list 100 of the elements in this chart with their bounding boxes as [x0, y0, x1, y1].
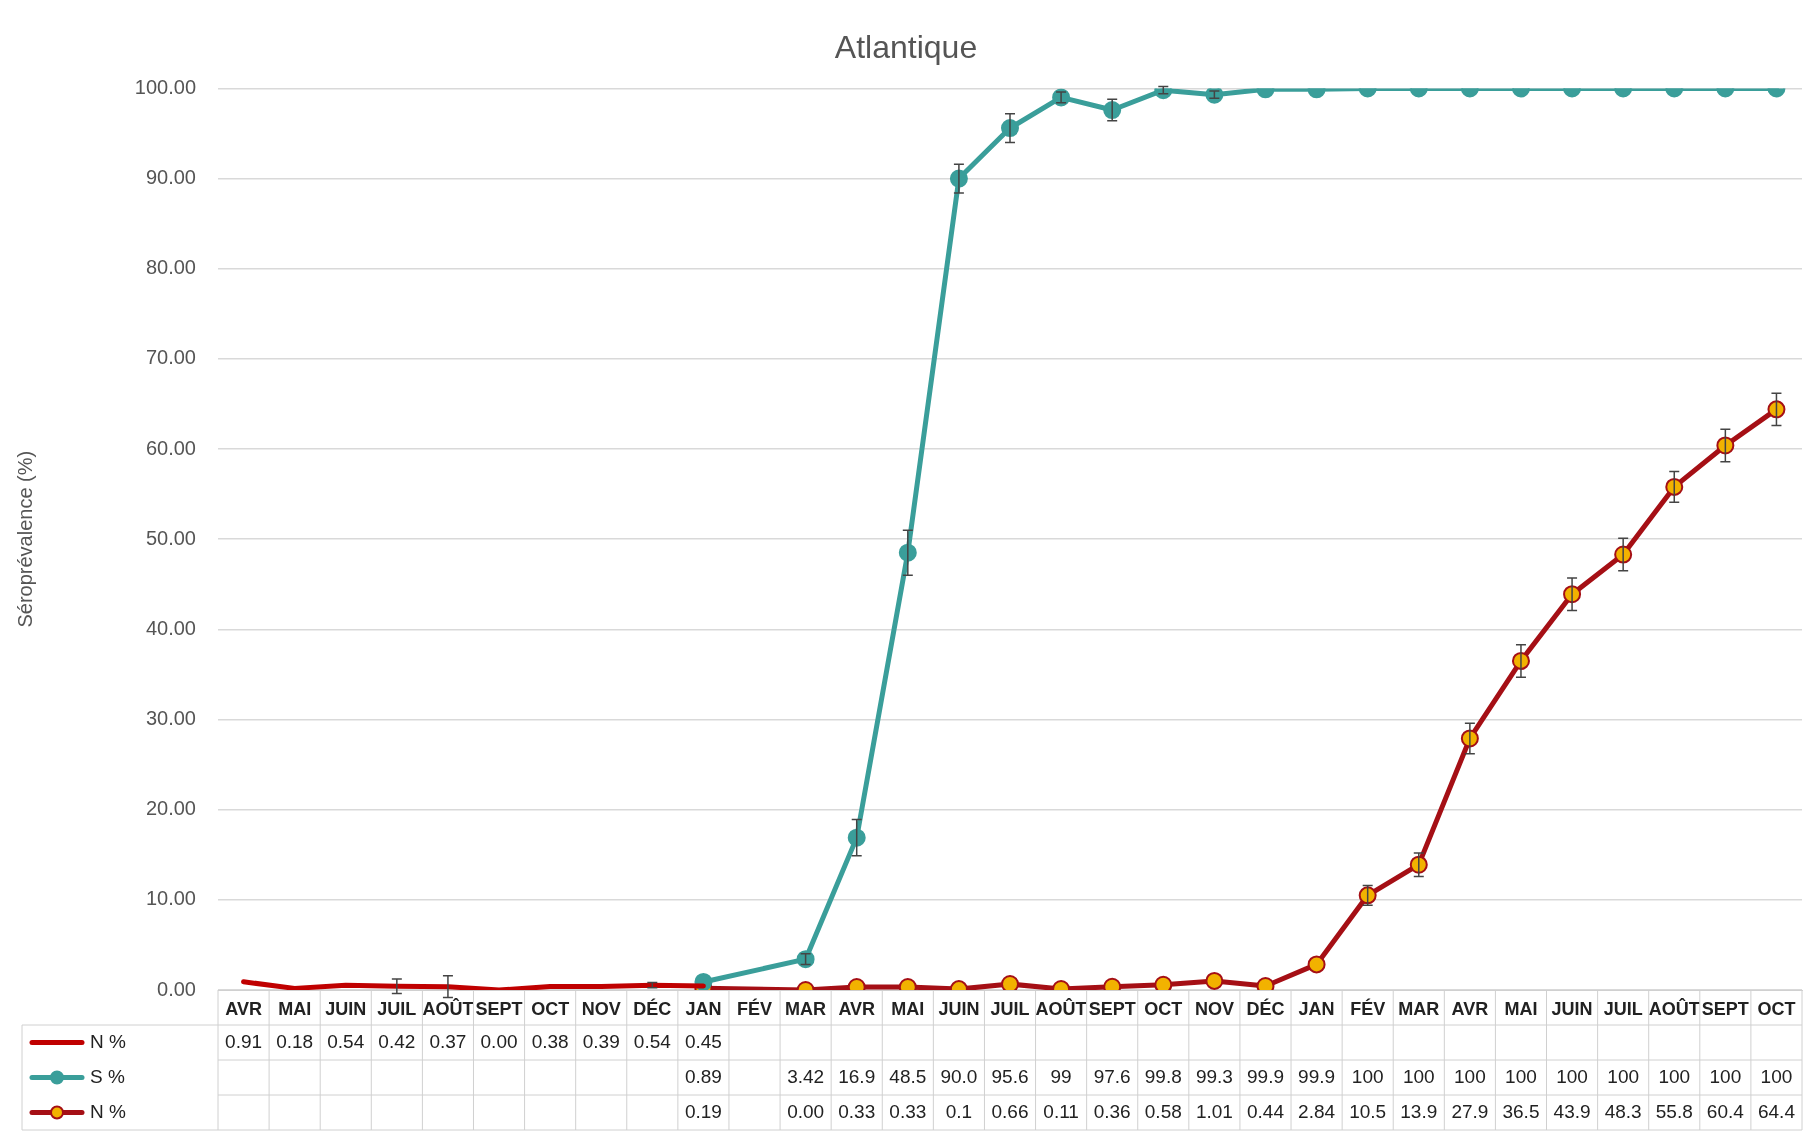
data-label: 0.58: [1144, 1100, 1182, 1122]
chart-title: Atlantique: [834, 29, 978, 66]
data-label: 43.9: [1553, 1100, 1591, 1122]
y-tick-label: 100.00: [134, 75, 196, 98]
y-tick-label: 50.00: [145, 526, 196, 549]
legend-label: N %: [90, 1030, 126, 1052]
x-tick-label: JUIN: [1551, 998, 1593, 1019]
x-tick-label: MAI: [278, 998, 312, 1019]
x-tick-label: SEPT: [1701, 998, 1749, 1019]
data-label: 48.3: [1604, 1100, 1642, 1122]
data-label: 3.42: [787, 1065, 825, 1087]
y-tick-label: 90.00: [145, 166, 196, 189]
x-tick-label: JAN: [685, 998, 722, 1019]
data-label: 100: [1454, 1065, 1486, 1087]
x-tick-label: JUIN: [938, 998, 980, 1019]
x-tick-label: AVR: [225, 998, 262, 1019]
data-label: 60.4: [1706, 1100, 1745, 1122]
data-label: 100: [1505, 1065, 1537, 1087]
data-label: 90.0: [940, 1065, 978, 1087]
data-label: 0.89: [684, 1065, 722, 1087]
data-label: 55.8: [1655, 1100, 1693, 1122]
y-tick-label: 30.00: [145, 707, 196, 730]
x-tick-label: MAI: [1504, 998, 1538, 1019]
data-label: 0.54: [633, 1030, 672, 1052]
data-label: 100: [1760, 1065, 1793, 1087]
x-tick-label: OCT: [1757, 998, 1796, 1019]
y-tick-label: 10.00: [145, 887, 196, 910]
x-tick-label: AVR: [838, 998, 876, 1019]
data-label: 0.91: [225, 1030, 263, 1052]
y-tick-label: 40.00: [145, 616, 196, 639]
data-label: 27.9: [1451, 1100, 1489, 1122]
data-label: 0.00: [480, 1030, 518, 1052]
x-tick-label: DÉC: [633, 997, 672, 1019]
data-label: 97.6: [1093, 1065, 1131, 1087]
point: [1767, 400, 1786, 419]
data-label: 48.5: [889, 1065, 927, 1087]
data-label: 0.11: [1043, 1100, 1079, 1122]
y-tick-label: 60.00: [145, 436, 196, 459]
data-label: 100: [1351, 1065, 1384, 1087]
x-tick-label: FÉV: [737, 997, 773, 1019]
data-label: 0.00: [787, 1100, 825, 1122]
point: [1154, 975, 1173, 990]
x-tick-label: JUIL: [990, 998, 1030, 1019]
data-label: 99.3: [1195, 1065, 1233, 1087]
x-tick-label: JUIL: [377, 998, 417, 1019]
data-label: 0.1: [945, 1100, 973, 1122]
data-label: 99.9: [1298, 1065, 1336, 1087]
data-label: 64.4: [1757, 1100, 1796, 1122]
data-label: 13.9: [1400, 1100, 1438, 1122]
x-tick-label: AOÛT: [1035, 997, 1087, 1019]
x-tick-label: MAR: [1398, 998, 1440, 1019]
data-label: 0.33: [838, 1100, 876, 1122]
data-label: 0.42: [378, 1030, 416, 1052]
data-label: 100: [1607, 1065, 1640, 1087]
data-label: 1.01: [1195, 1100, 1233, 1122]
x-tick-label: NOV: [581, 998, 621, 1019]
point: [1001, 975, 1019, 990]
x-tick-label: JUIN: [325, 998, 367, 1019]
data-label: 0.33: [889, 1100, 927, 1122]
x-tick-label: NOV: [1194, 998, 1234, 1019]
data-label: 0.19: [684, 1100, 722, 1122]
y-tick-label: 80.00: [145, 256, 196, 279]
data-label: 0.38: [531, 1030, 569, 1052]
y-tick-label: 20.00: [145, 797, 196, 820]
data-label: 0.66: [991, 1100, 1029, 1122]
data-label: 100: [1556, 1065, 1588, 1087]
y-tick-label: 0.00: [157, 977, 196, 1000]
x-tick-label: OCT: [1144, 998, 1183, 1019]
data-label: 99.8: [1144, 1065, 1182, 1087]
data-label: 2.84: [1298, 1100, 1336, 1122]
point: [1665, 477, 1684, 496]
data-label: 0.45: [684, 1030, 722, 1052]
y-tick-label: 70.00: [145, 346, 196, 369]
x-tick-label: SEPT: [475, 998, 523, 1019]
data-label: 0.18: [276, 1030, 314, 1052]
point: [847, 828, 866, 847]
x-tick-label: FÉV: [1350, 997, 1386, 1019]
legend-label: N %: [90, 1100, 126, 1122]
x-tick-label: JAN: [1298, 998, 1335, 1019]
data-label: 0.44: [1246, 1100, 1285, 1122]
x-tick-label: AOÛT: [422, 997, 474, 1019]
data-label: 100: [1709, 1065, 1742, 1087]
y-axis-title: Séroprévalence (%): [13, 450, 36, 628]
data-label: 10.5: [1349, 1100, 1387, 1122]
data-label: 0.39: [582, 1030, 620, 1052]
x-tick-label: SEPT: [1088, 998, 1136, 1019]
data-label: 0.54: [327, 1030, 365, 1052]
x-tick-label: MAR: [785, 998, 827, 1019]
x-tick-label: JUIL: [1603, 998, 1643, 1019]
x-tick-label: MAI: [891, 998, 925, 1019]
x-tick-label: AOÛT: [1648, 997, 1700, 1019]
point: [1716, 436, 1735, 455]
data-label: 36.5: [1502, 1100, 1540, 1122]
x-tick-label: AVR: [1451, 998, 1489, 1019]
data-label: 16.9: [838, 1065, 876, 1087]
x-tick-label: DÉC: [1246, 997, 1285, 1019]
data-label: 100: [1658, 1065, 1691, 1087]
legend-label: S %: [90, 1065, 125, 1087]
data-label: 0.37: [429, 1030, 467, 1052]
x-tick-label: OCT: [531, 998, 570, 1019]
